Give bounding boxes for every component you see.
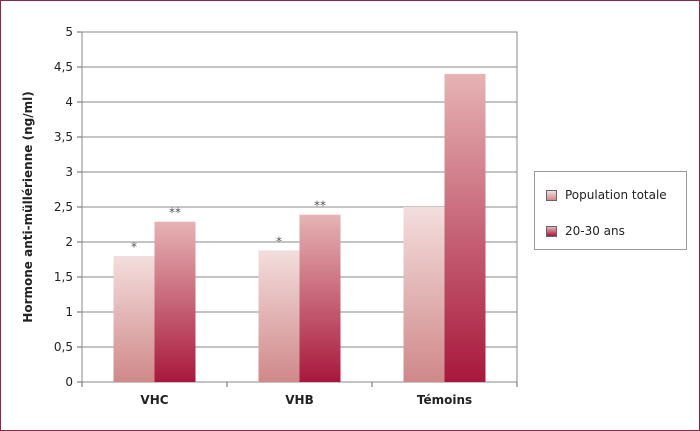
x-tick-label: VHB — [285, 393, 313, 407]
bar — [258, 250, 300, 382]
bar — [154, 221, 196, 382]
significance-mark: ** — [314, 199, 326, 213]
y-tick-label: 3 — [65, 165, 73, 179]
bar — [444, 74, 486, 382]
y-tick-label: 4 — [65, 95, 73, 109]
y-tick-label: 1,5 — [54, 270, 73, 284]
legend-item-20-30-ans: 20-30 ans — [546, 224, 625, 238]
legend-label-20-30-ans: 20-30 ans — [565, 224, 625, 238]
bar — [113, 256, 155, 382]
legend-swatch-population-totale — [546, 189, 557, 201]
significance-mark: ** — [169, 206, 181, 220]
legend-label-population-totale: Population totale — [565, 188, 667, 202]
x-tick-label: Témoins — [417, 393, 472, 407]
y-tick-label: 1 — [65, 305, 73, 319]
y-tick-label: 4,5 — [54, 60, 73, 74]
bar — [299, 214, 341, 382]
y-tick-label: 2,5 — [54, 200, 73, 214]
legend-swatch-20-30-ans — [546, 225, 557, 237]
significance-mark: * — [276, 234, 282, 248]
y-tick-label: 5 — [65, 25, 73, 39]
y-tick-label: 0 — [65, 375, 73, 389]
y-axis-label: Hormone anti-müllérienne (ng/ml) — [21, 91, 35, 322]
significance-mark: * — [131, 240, 137, 254]
y-tick-label: 2 — [65, 235, 73, 249]
legend-item-population-totale: Population totale — [546, 188, 667, 202]
y-tick-label: 0,5 — [54, 340, 73, 354]
legend: Population totale 20-30 ans — [534, 171, 687, 250]
y-tick-label: 3,5 — [54, 130, 73, 144]
bar — [403, 207, 445, 382]
x-tick-label: VHC — [140, 393, 168, 407]
